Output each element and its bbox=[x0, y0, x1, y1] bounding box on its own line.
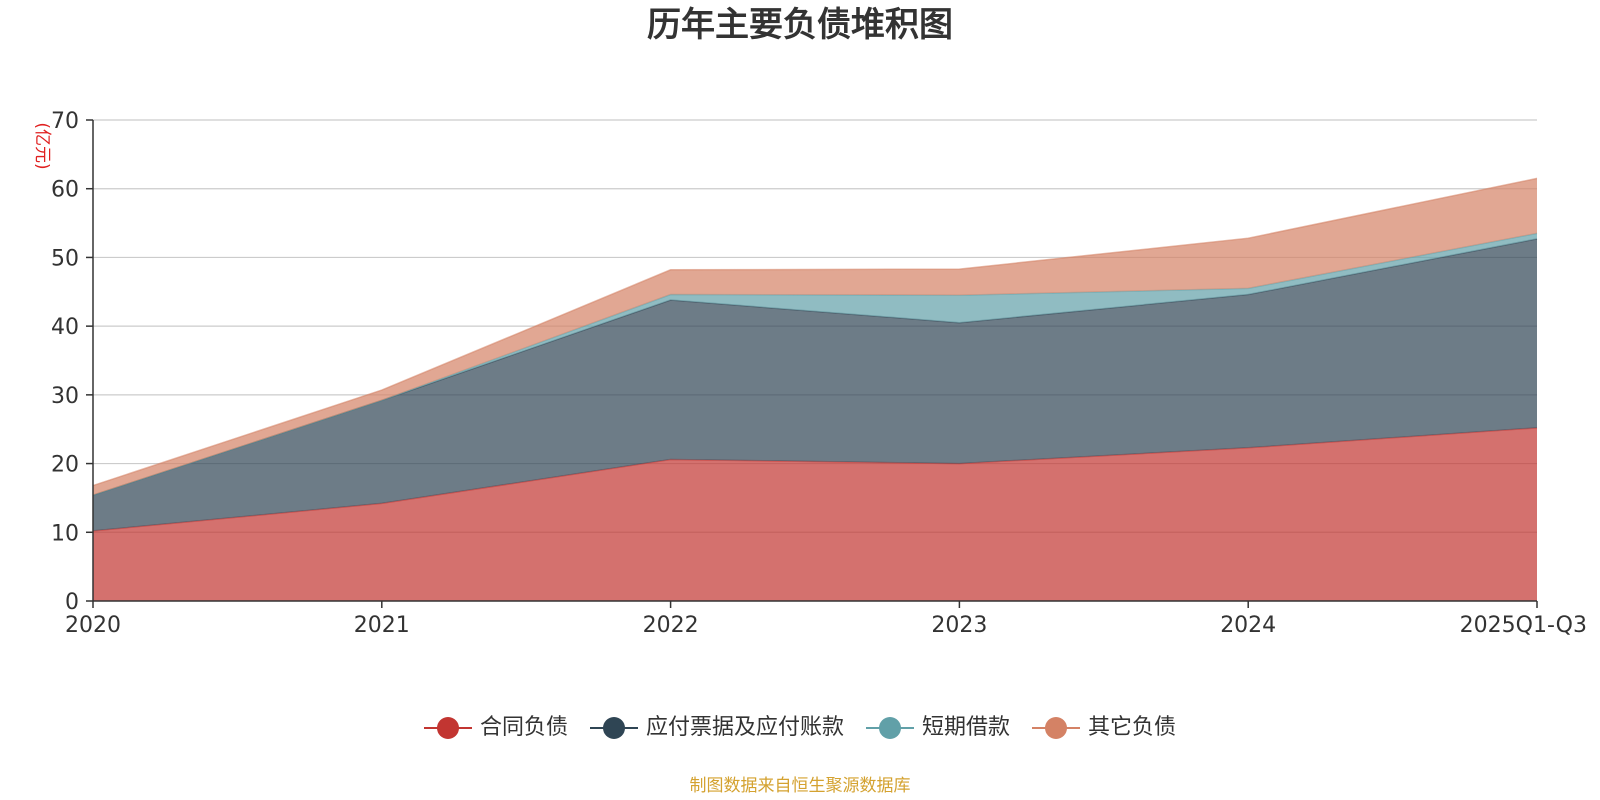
legend-marker-icon bbox=[1032, 715, 1081, 741]
x-tick-label-4: 2024 bbox=[1220, 613, 1276, 638]
legend-marker-icon bbox=[866, 715, 914, 741]
x-tick-label-3: 2023 bbox=[931, 613, 987, 638]
legend: 合同负债 应付票据及应付账款 短期借款 其它负债 bbox=[0, 714, 1600, 742]
y-tick-label-10: 10 bbox=[51, 521, 79, 546]
y-tick-label-50: 50 bbox=[51, 246, 79, 271]
legend-item-1[interactable]: 应付票据及应付账款 bbox=[589, 714, 844, 742]
y-axis-unit-label: (亿元) bbox=[32, 122, 52, 169]
x-tick-label-5: 2025Q1-Q3 bbox=[1460, 613, 1587, 638]
legend-item-2[interactable]: 短期借款 bbox=[866, 714, 1010, 742]
legend-marker-icon bbox=[589, 715, 638, 741]
y-tick-label-60: 60 bbox=[51, 178, 79, 203]
chart-title: 历年主要负债堆积图 bbox=[647, 5, 953, 45]
y-tick-label-70: 70 bbox=[51, 109, 79, 134]
x-tick-label-2: 2022 bbox=[643, 613, 699, 638]
y-tick-label-40: 40 bbox=[51, 315, 79, 340]
legend-label: 合同负债 bbox=[479, 715, 568, 740]
y-tick-label-0: 0 bbox=[65, 590, 79, 615]
legend-item-3[interactable]: 其它负债 bbox=[1032, 714, 1176, 742]
area-series-0 bbox=[93, 427, 1537, 601]
area-series-1 bbox=[93, 238, 1537, 531]
line-series-3 bbox=[92, 177, 1538, 487]
legend-label: 其它负债 bbox=[1088, 715, 1177, 740]
series-areas bbox=[92, 177, 1538, 601]
x-tick-label-0: 2020 bbox=[65, 613, 121, 638]
area-series-2 bbox=[93, 233, 1537, 496]
legend-item-0[interactable]: 合同负债 bbox=[423, 714, 568, 742]
x-tick-label-1: 2021 bbox=[354, 613, 410, 638]
data-source-note: 制图数据来自恒生聚源数据库 bbox=[689, 776, 911, 796]
axes: 0 10 20 30 40 50 60 70 2020 2021 2022 2023 2024 2025Q… bbox=[51, 109, 1587, 638]
legend-label: 应付票据及应付账款 bbox=[645, 715, 844, 740]
legend-label: 短期借款 bbox=[922, 715, 1011, 740]
area-series-3 bbox=[93, 178, 1537, 496]
y-tick-label-20: 20 bbox=[51, 453, 79, 478]
y-tick-label-30: 30 bbox=[51, 384, 79, 409]
legend-marker-icon bbox=[423, 715, 472, 741]
